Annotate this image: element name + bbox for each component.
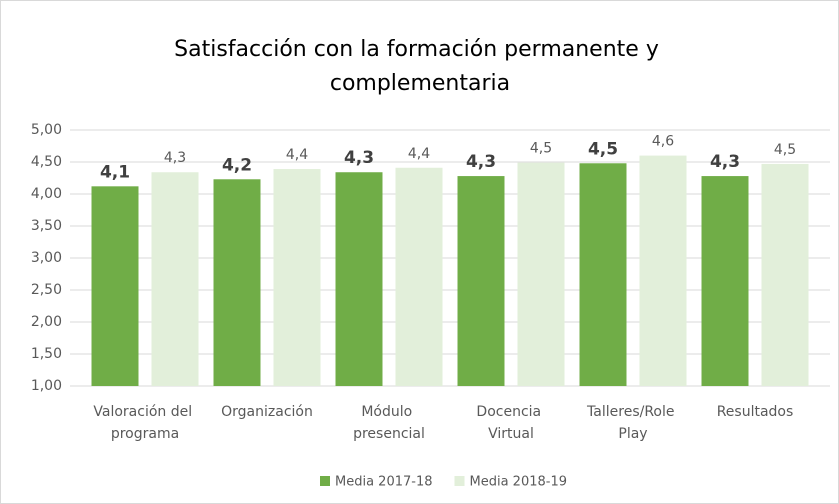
x-tick-label: Docencia Virtual [476,404,545,442]
y-tick-label: 4,00 [31,186,62,202]
bar [395,167,443,386]
y-tick-label: 4,50 [31,154,62,170]
value-label: 4,4 [408,146,430,162]
value-label: 4,3 [164,150,186,166]
bar [639,155,687,386]
x-tick-label: Valoración del programa [93,404,196,442]
x-tick-label: Talleres/Role Play [586,404,679,442]
bar [151,172,199,386]
value-label: 4,6 [652,134,674,150]
value-label: 4,3 [710,152,740,172]
y-tick-label: 2,00 [31,314,62,330]
legend-swatch [454,476,465,486]
bar [517,162,565,386]
bar [273,169,321,386]
value-label: 4,4 [286,147,308,163]
value-label: 4,5 [588,139,618,159]
legend-swatch [320,476,330,486]
bar [579,163,627,386]
y-tick-label: 2,50 [31,282,62,298]
value-label: 4,5 [774,142,796,158]
value-label: 4,5 [530,141,552,157]
bar [213,179,261,386]
y-tick-label: 3,50 [31,218,62,234]
value-label: 4,3 [344,148,374,168]
x-tick-label: Resultados [717,404,794,420]
x-tick-label: Módulo presencial [353,404,425,442]
y-tick-label: 1,00 [31,378,62,394]
chart-title: Satisfacción con la formación permanente… [174,37,666,96]
value-label: 4,1 [100,162,130,182]
y-tick-label: 1,50 [31,346,62,362]
y-tick-label: 3,00 [31,250,62,266]
value-label: 4,2 [222,155,252,175]
legend-label: Media 2017-18 [335,475,433,490]
bar [761,163,809,386]
legend-label: Media 2018-19 [470,475,568,490]
value-label: 4,3 [466,152,496,172]
bar [457,176,505,386]
bar [91,186,139,386]
bar [701,176,749,386]
y-tick-label: 5,00 [31,122,62,138]
x-tick-label: Organización [221,404,313,420]
bar [335,172,383,386]
